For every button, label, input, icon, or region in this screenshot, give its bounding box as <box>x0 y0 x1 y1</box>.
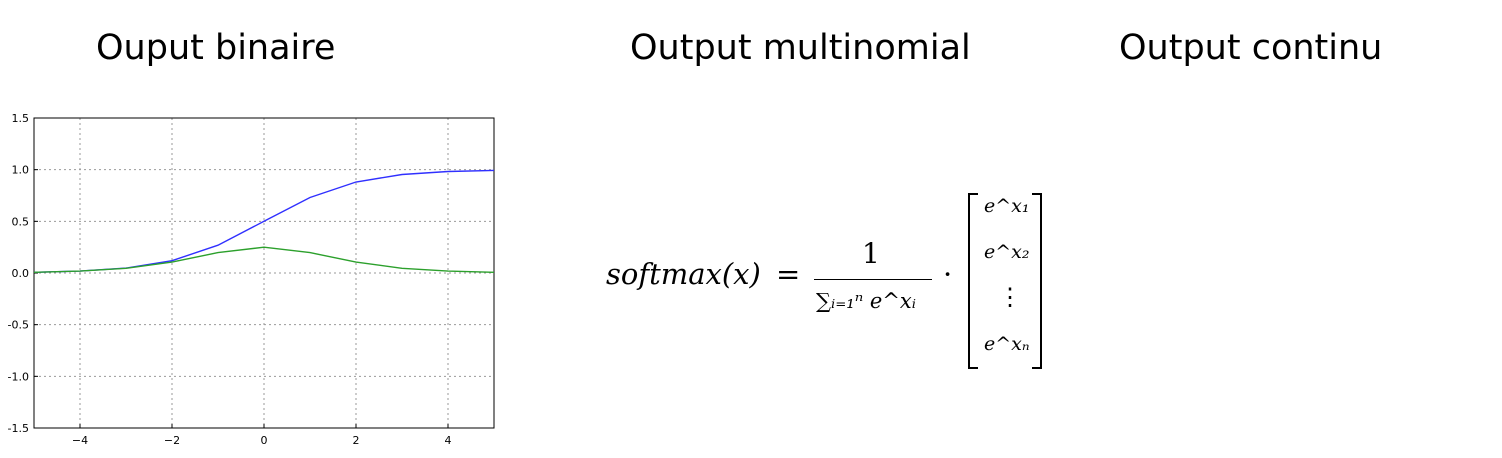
vector-entry-1: e^x₁ <box>984 195 1030 217</box>
x-tick-label: 2 <box>353 434 360 447</box>
y-tick-label: 0.0 <box>12 267 30 280</box>
vector-entry-n: e^xₙ <box>984 333 1030 355</box>
vector-right-bracket <box>1032 193 1042 369</box>
formula-denominator: ∑ᵢ₌₁ⁿ e^xᵢ <box>816 289 916 313</box>
heading-continuous-output: Output continu <box>1119 28 1383 68</box>
x-tick-label: 4 <box>445 434 452 447</box>
sigmoid-chart: −4 −2 0 2 4 -1.5 -1.0 -0.5 0.0 0.5 1.0 1.5 <box>8 112 495 447</box>
heading-multinomial-output: Output multinomial <box>630 28 971 68</box>
vector-entry-2: e^x₂ <box>984 241 1030 263</box>
y-tick-label: -1.0 <box>8 370 29 383</box>
formula-lhs: softmax(x) <box>606 257 761 291</box>
x-tick-label: −2 <box>164 434 180 447</box>
numerator-value: 1 <box>862 237 880 270</box>
formula-numerator-one: 1 <box>862 237 880 270</box>
y-tick-label: 1.5 <box>12 112 30 125</box>
vector-entry-ellipsis: ⋮ <box>998 283 1022 311</box>
y-tick-label: -0.5 <box>8 319 29 332</box>
x-tick-label: −4 <box>72 434 88 447</box>
y-tick-label: 0.5 <box>12 215 30 228</box>
heading-binary-output: Ouput binaire <box>96 28 336 68</box>
y-tick-label: 1.0 <box>12 164 30 177</box>
formula-dot: · <box>943 257 953 291</box>
fraction-bar <box>814 279 932 280</box>
x-tick-label: 0 <box>261 434 268 447</box>
formula-lhs-text: softmax(x) <box>606 257 761 291</box>
formula-equals: = <box>776 257 801 291</box>
series-line-2 <box>33 246 495 273</box>
vector-left-bracket <box>968 193 978 369</box>
y-tick-label: -1.5 <box>8 422 29 435</box>
softmax-formula: softmax(x) = 1 1 ∑ᵢ₌₁ⁿ e^xᵢ · e^x₁ e^x₂ … <box>600 185 1060 375</box>
